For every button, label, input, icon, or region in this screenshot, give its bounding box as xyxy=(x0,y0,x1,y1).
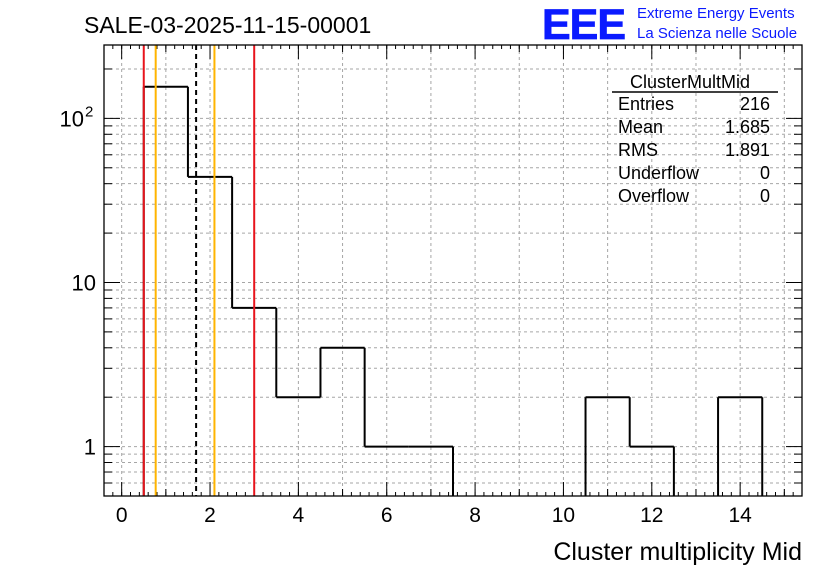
x-tick-label: 6 xyxy=(381,504,393,527)
stats-overflow-label: Overflow xyxy=(618,186,690,206)
x-tick-label: 2 xyxy=(204,504,216,527)
x-tick-label: 14 xyxy=(728,504,752,527)
eee-logo-text: EEE xyxy=(542,1,625,49)
eee-logo: EEE xyxy=(542,1,627,50)
project-name: Extreme Energy Events xyxy=(637,5,795,22)
x-axis-title: Cluster multiplicity Mid xyxy=(553,538,802,566)
stats-rms-label: RMS xyxy=(618,140,658,160)
stats-mean-value: 1.685 xyxy=(725,117,770,137)
y-tick-label: 1 xyxy=(84,435,96,460)
stats-entries-label: Entries xyxy=(618,94,674,114)
stats-underflow-label: Underflow xyxy=(618,163,700,183)
x-tick-label: 10 xyxy=(552,504,575,527)
run-title: SALE-03-2025-11-15-00001 xyxy=(84,12,371,38)
y-tick-label: 10 xyxy=(60,106,84,131)
y-tick-exponent: 2 xyxy=(85,103,93,120)
y-tick-label: 10 xyxy=(72,270,96,295)
x-tick-label: 0 xyxy=(116,504,128,527)
stats-underflow-value: 0 xyxy=(760,163,770,183)
stats-overflow-value: 0 xyxy=(760,186,770,206)
stats-rms-value: 1.891 xyxy=(725,140,770,160)
project-subtitle: La Scienza nelle Scuole xyxy=(637,25,797,42)
x-tick-label: 12 xyxy=(640,504,663,527)
plot-frame xyxy=(103,44,803,497)
stats-box-title: ClusterMultMid xyxy=(630,72,750,92)
stats-box: ClusterMultMid Entries 216 Mean 1.685 RM… xyxy=(612,72,778,206)
x-tick-label: 4 xyxy=(293,504,305,527)
x-tick-label: 8 xyxy=(469,504,481,527)
stats-mean-label: Mean xyxy=(618,117,663,137)
stats-entries-value: 216 xyxy=(740,94,770,114)
